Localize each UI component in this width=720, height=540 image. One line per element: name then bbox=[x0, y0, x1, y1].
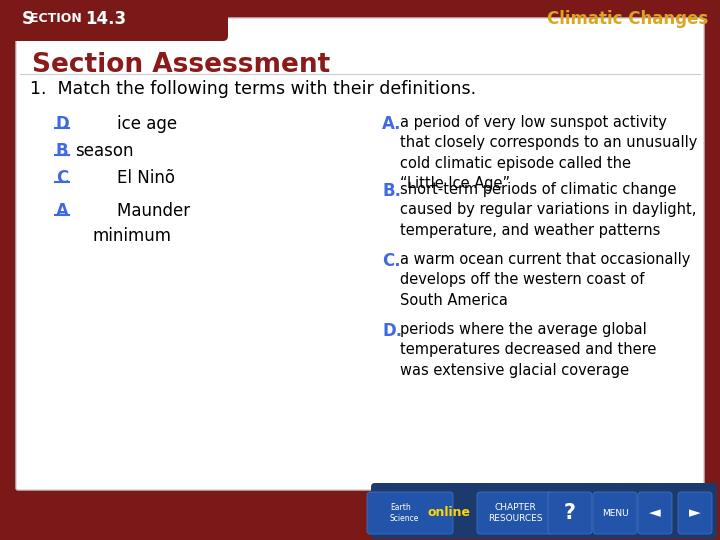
FancyBboxPatch shape bbox=[367, 492, 453, 534]
Text: Earth
Science: Earth Science bbox=[390, 503, 419, 523]
Text: B.: B. bbox=[382, 182, 401, 200]
Text: ECTION: ECTION bbox=[30, 12, 86, 25]
FancyBboxPatch shape bbox=[593, 492, 637, 534]
Text: season: season bbox=[75, 142, 133, 160]
Text: S: S bbox=[22, 10, 34, 28]
Text: Maunder: Maunder bbox=[75, 202, 190, 220]
Text: B: B bbox=[55, 142, 68, 160]
Text: periods where the average global
temperatures decreased and there
was extensive : periods where the average global tempera… bbox=[400, 322, 657, 378]
Text: a warm ocean current that occasionally
develops off the western coast of
South A: a warm ocean current that occasionally d… bbox=[400, 252, 690, 308]
Text: CHAPTER
RESOURCES: CHAPTER RESOURCES bbox=[487, 503, 542, 523]
Text: A: A bbox=[55, 202, 68, 220]
FancyBboxPatch shape bbox=[16, 18, 704, 490]
Text: ?: ? bbox=[564, 503, 576, 523]
Text: C.: C. bbox=[382, 252, 400, 270]
FancyBboxPatch shape bbox=[678, 492, 712, 534]
Text: 14.3: 14.3 bbox=[85, 10, 126, 28]
FancyBboxPatch shape bbox=[477, 492, 553, 534]
Text: C: C bbox=[56, 169, 68, 187]
FancyBboxPatch shape bbox=[638, 492, 672, 534]
Text: online: online bbox=[428, 507, 471, 519]
FancyBboxPatch shape bbox=[3, 0, 228, 41]
Text: ►: ► bbox=[689, 505, 701, 521]
FancyBboxPatch shape bbox=[548, 492, 592, 534]
Text: D.: D. bbox=[382, 322, 402, 340]
Text: minimum: minimum bbox=[93, 227, 172, 245]
Text: MENU: MENU bbox=[602, 509, 629, 517]
Text: Section Assessment: Section Assessment bbox=[32, 52, 330, 78]
Text: D: D bbox=[55, 115, 69, 133]
Text: El Ninõ: El Ninõ bbox=[75, 169, 175, 187]
FancyBboxPatch shape bbox=[371, 483, 717, 539]
Text: a period of very low sunspot activity
that closely corresponds to an unusually
c: a period of very low sunspot activity th… bbox=[400, 115, 698, 191]
Text: short-term periods of climatic change
caused by regular variations in daylight,
: short-term periods of climatic change ca… bbox=[400, 182, 696, 238]
Text: ◄: ◄ bbox=[649, 505, 661, 521]
Text: ice age: ice age bbox=[75, 115, 177, 133]
Text: 1.  Match the following terms with their definitions.: 1. Match the following terms with their … bbox=[30, 80, 476, 98]
Text: A.: A. bbox=[382, 115, 402, 133]
Text: Climatic Changes: Climatic Changes bbox=[546, 10, 708, 28]
